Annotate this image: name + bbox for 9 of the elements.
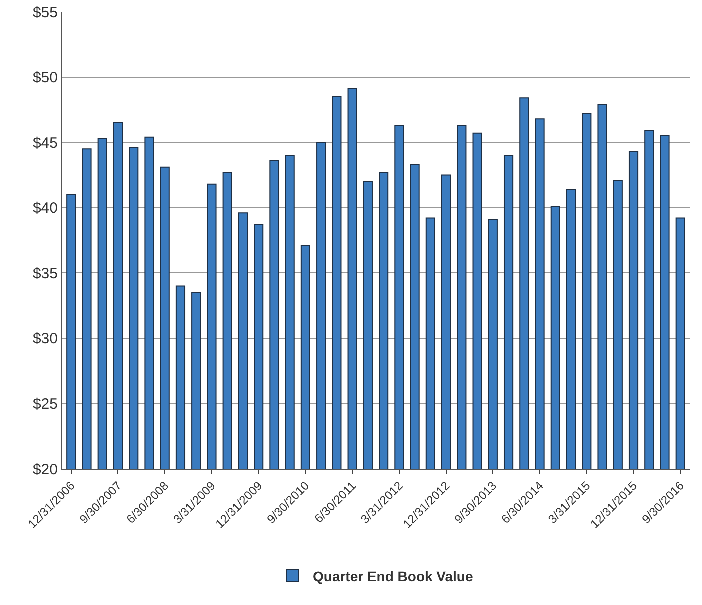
y-tick-label: $55: [32, 4, 58, 22]
y-tick-label: $35: [32, 265, 58, 282]
y-tick-label: $40: [32, 200, 58, 218]
y-tick-label: $20: [32, 461, 58, 478]
y-tick-label: $30: [32, 330, 58, 348]
y-tick-label: $50: [32, 70, 58, 87]
legend-label: Quarter End Book Value: [313, 568, 474, 584]
y-tick-label: $25: [32, 396, 58, 413]
y-tick-label: $45: [32, 134, 58, 152]
